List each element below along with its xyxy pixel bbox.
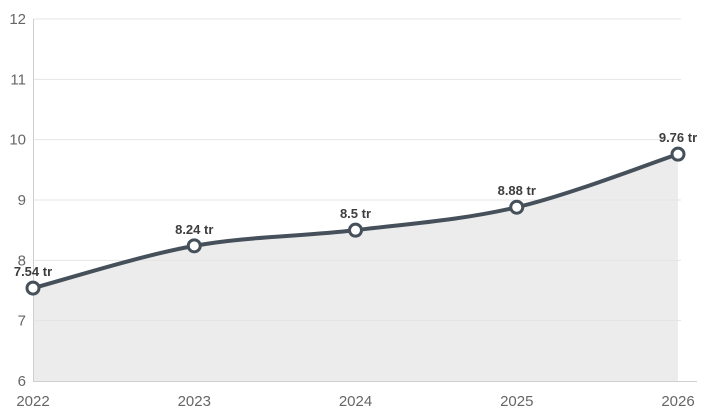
y-tick-label: 6 xyxy=(18,373,26,390)
data-point-marker-2026[interactable] xyxy=(670,146,686,162)
data-point-marker-2024[interactable] xyxy=(348,222,363,238)
data-label: 8.5 tr xyxy=(340,206,371,221)
data-label: 8.24 tr xyxy=(175,222,213,237)
data-label: 7.54 tr xyxy=(14,264,52,279)
data-point-marker-2022[interactable] xyxy=(25,280,41,296)
x-tick-label: 2022 xyxy=(16,393,49,410)
x-tick-label: 2023 xyxy=(178,393,211,410)
x-tick-label: 2025 xyxy=(500,393,533,410)
data-label: 9.76 tr xyxy=(659,130,697,145)
y-tick-label: 8 xyxy=(18,252,26,269)
y-tick-label: 11 xyxy=(10,71,26,88)
data-label: 8.88 tr xyxy=(498,183,536,198)
y-tick-label: 12 xyxy=(9,11,26,28)
data-point-marker-2025[interactable] xyxy=(509,199,525,215)
x-tick-label: 2026 xyxy=(661,393,694,410)
x-tick-label: 2024 xyxy=(339,393,372,410)
y-tick-label: 7 xyxy=(18,313,26,330)
data-point-marker-2023[interactable] xyxy=(186,238,202,254)
y-tick-label: 10 xyxy=(9,132,26,149)
y-tick-label: 9 xyxy=(18,192,26,209)
